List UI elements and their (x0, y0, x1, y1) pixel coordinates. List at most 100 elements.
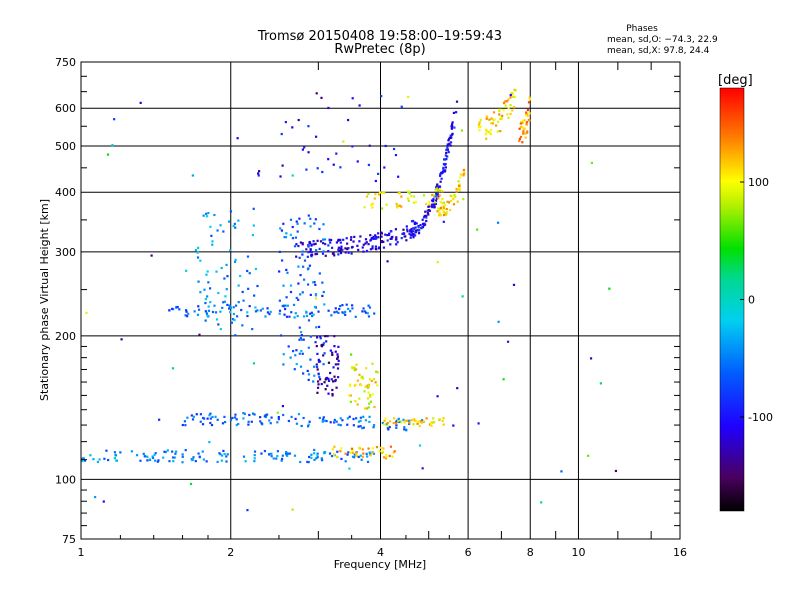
data-point (341, 304, 344, 307)
data-points (81, 88, 618, 512)
data-point (380, 95, 383, 98)
data-point (205, 460, 208, 463)
data-point (479, 118, 482, 121)
data-point (373, 405, 376, 409)
data-point (443, 158, 447, 161)
data-point (442, 206, 446, 210)
data-point (237, 219, 240, 222)
data-point (317, 383, 320, 386)
data-point (143, 455, 146, 458)
data-point (485, 128, 488, 131)
data-point (314, 294, 318, 297)
data-point (314, 297, 318, 300)
data-point (392, 451, 395, 454)
data-point (526, 114, 529, 117)
data-point (524, 114, 528, 117)
data-point (219, 224, 222, 227)
data-point (331, 353, 334, 356)
data-point (346, 417, 349, 420)
data-point (446, 148, 450, 151)
data-point (211, 415, 214, 419)
data-point (199, 420, 202, 423)
data-point (432, 198, 435, 201)
data-point (184, 314, 187, 317)
data-point (186, 315, 189, 318)
data-point (365, 367, 368, 370)
data-point (280, 259, 284, 262)
data-point (201, 450, 204, 453)
axis-ticks: 1 2 4 6 8 10 16 75 100 200 300 400 500 600 750 (55, 56, 687, 559)
data-point (253, 450, 257, 453)
data-point (382, 423, 386, 426)
data-point (289, 356, 292, 359)
data-point (333, 311, 336, 314)
data-point (232, 224, 235, 228)
data-point (295, 255, 298, 258)
data-point (528, 112, 531, 115)
data-point (392, 147, 396, 151)
data-point (434, 189, 437, 192)
data-point (503, 102, 506, 105)
data-point (455, 187, 458, 191)
data-point (507, 98, 510, 101)
data-point (323, 303, 326, 306)
data-point (499, 130, 502, 133)
data-point (509, 93, 512, 97)
data-point (431, 193, 434, 197)
data-point (316, 368, 319, 371)
data-point (325, 340, 328, 343)
data-point (295, 243, 298, 246)
data-point (493, 118, 496, 121)
data-point (445, 151, 448, 154)
data-point (344, 310, 347, 314)
data-point (269, 310, 272, 313)
data-point (209, 417, 212, 420)
data-point (445, 213, 448, 216)
data-point (497, 320, 500, 323)
data-point (437, 195, 440, 198)
data-point (346, 242, 349, 245)
data-point (368, 453, 372, 456)
data-point (300, 424, 303, 428)
data-point (417, 420, 421, 423)
data-point (332, 453, 336, 456)
data-point (289, 290, 293, 294)
data-point (197, 246, 200, 249)
data-point (489, 132, 492, 136)
data-point (342, 140, 345, 143)
y-tick-label: 750 (55, 56, 76, 69)
data-point (318, 247, 321, 250)
data-point (421, 218, 424, 221)
data-point (410, 194, 413, 198)
data-point (148, 458, 152, 461)
data-point (333, 375, 336, 378)
data-point (322, 290, 325, 294)
data-point (413, 418, 416, 421)
data-point (103, 457, 106, 460)
data-point (462, 198, 465, 201)
data-point (386, 260, 389, 263)
data-point (351, 455, 355, 458)
data-point (313, 305, 317, 308)
data-point (528, 119, 531, 122)
data-point (229, 311, 232, 314)
data-point (206, 295, 209, 298)
data-point (451, 195, 454, 198)
data-point (428, 205, 431, 208)
data-point (459, 176, 462, 179)
data-point (366, 384, 369, 387)
data-point (441, 171, 444, 174)
data-point (455, 111, 458, 114)
data-point (502, 109, 505, 112)
data-point (511, 109, 514, 112)
data-point (315, 345, 318, 348)
data-point (514, 89, 517, 92)
data-point (309, 358, 312, 361)
data-point (413, 221, 417, 224)
data-point (277, 418, 280, 421)
data-point (526, 130, 529, 133)
data-point (204, 310, 207, 313)
data-point (445, 148, 448, 151)
data-point (435, 192, 438, 196)
data-point (424, 210, 427, 213)
